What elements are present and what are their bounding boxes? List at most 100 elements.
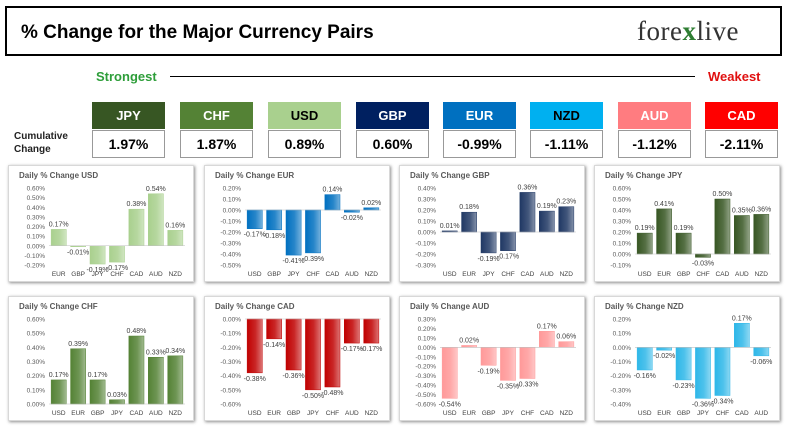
bar <box>500 347 516 381</box>
data-label: -0.06% <box>750 359 772 366</box>
data-label: 0.23% <box>556 199 576 206</box>
y-tick-label: 0.60% <box>613 186 632 193</box>
data-label: 0.19% <box>635 225 655 232</box>
currency-usd-value: 0.89% <box>268 130 341 158</box>
currency-cad-value: -2.11% <box>705 130 778 158</box>
category-label: CHF <box>306 271 319 278</box>
bar <box>344 209 360 213</box>
data-label: -0.17% <box>341 346 363 353</box>
category-label: AUD <box>345 271 359 278</box>
currency-jpy-header: JPY <box>92 102 165 129</box>
y-tick-label: 0.30% <box>613 219 632 226</box>
bar <box>656 208 672 255</box>
data-label: -0.02% <box>653 353 675 360</box>
category-label: JPY <box>697 410 710 417</box>
y-tick-label: -0.40% <box>220 252 241 259</box>
category-label: CHF <box>501 271 514 278</box>
bar <box>246 209 263 229</box>
data-label: -0.14% <box>263 342 285 349</box>
bar <box>500 231 516 251</box>
category-label: USD <box>638 410 652 417</box>
bar <box>167 230 184 246</box>
data-label: -0.16% <box>634 373 656 380</box>
header-banner: % Change for the Major Currency Pairs fo… <box>5 6 782 56</box>
data-label: 0.02% <box>459 337 479 344</box>
data-label: 0.38% <box>126 201 146 208</box>
strongest-label: Strongest <box>96 69 157 84</box>
bar <box>324 318 341 388</box>
y-tick-label: 0.20% <box>418 326 437 333</box>
bar <box>305 318 321 391</box>
category-label: AUD <box>754 410 768 417</box>
y-tick-label: 0.50% <box>27 331 46 338</box>
bar-chart: 0.30% 0.20% 0.10% 0.00% -0.10% -0.20% -0.30% -0… <box>415 317 576 418</box>
bar <box>734 215 750 255</box>
bar <box>148 193 164 246</box>
data-label: -0.17% <box>106 265 128 272</box>
y-tick-label: -0.30% <box>220 241 241 248</box>
bar <box>89 245 106 265</box>
logo-x: x <box>682 16 697 46</box>
y-tick-label: -0.60% <box>415 402 436 409</box>
bar <box>539 331 555 348</box>
category-label: NZD <box>169 410 183 417</box>
data-label: -0.48% <box>321 390 343 397</box>
y-tick-label: -0.40% <box>220 373 241 380</box>
logo-text-right: live <box>696 16 739 46</box>
bar <box>266 318 282 340</box>
y-tick-label: 0.20% <box>418 208 437 215</box>
currency-eur-value: -0.99% <box>443 130 516 158</box>
y-tick-label: -0.20% <box>415 252 436 259</box>
logo-text-left: fore <box>637 16 683 46</box>
y-tick-label: -0.20% <box>415 364 436 371</box>
bar <box>714 347 731 396</box>
y-tick-label: 0.00% <box>613 345 632 352</box>
y-tick-label: -0.50% <box>220 263 241 270</box>
chart-title: Daily % Change CHF <box>19 302 98 311</box>
data-label: 0.19% <box>537 203 557 210</box>
bar <box>148 357 164 405</box>
data-label: 0.06% <box>556 334 576 341</box>
category-label: NZD <box>169 271 183 278</box>
data-label: 0.35% <box>732 208 752 215</box>
data-label: -0.19% <box>477 256 499 263</box>
bar-chart: 0.60% 0.50% 0.40% 0.30% 0.20% 0.10% 0.00% -0.10… <box>610 186 771 279</box>
category-label: GBP <box>91 410 105 417</box>
category-label: JPY <box>92 271 105 278</box>
category-label: CHF <box>521 410 534 417</box>
category-label: NZD <box>755 271 769 278</box>
category-label: GBP <box>287 410 301 417</box>
bar <box>363 207 380 211</box>
category-label: CHF <box>716 410 729 417</box>
weakest-label: Weakest <box>708 69 761 84</box>
y-tick-label: 0.40% <box>27 205 46 212</box>
bar <box>539 210 555 233</box>
bar-chart: 0.60% 0.50% 0.40% 0.30% 0.20% 0.10% 0.00% -0.10… <box>24 186 185 279</box>
y-tick-label: 0.20% <box>27 373 46 380</box>
bar <box>753 214 770 255</box>
y-tick-label: 0.30% <box>418 317 437 324</box>
bar <box>734 323 750 348</box>
bar <box>50 229 67 246</box>
data-label: 0.34% <box>165 348 185 355</box>
y-tick-label: 0.40% <box>27 345 46 352</box>
data-label: -0.01% <box>67 250 89 257</box>
y-tick-label: -0.20% <box>220 230 241 237</box>
y-tick-label: -0.10% <box>220 331 241 338</box>
forexlive-logo[interactable]: forexlive <box>637 16 739 47</box>
y-tick-label: -0.20% <box>610 373 631 380</box>
chart-panel: Daily % Change GBP 0.40% 0.30% 0.20% 0.10% 0.… <box>399 165 585 282</box>
data-label: 0.50% <box>712 191 732 198</box>
category-label: GBP <box>482 410 496 417</box>
data-label: 0.02% <box>361 200 381 207</box>
bar <box>50 379 67 405</box>
category-label: EUR <box>71 410 85 417</box>
category-label: JPY <box>288 271 301 278</box>
bar <box>675 232 692 255</box>
currency-nzd-value: -1.11% <box>530 130 603 158</box>
y-tick-label: 0.00% <box>418 230 437 237</box>
bar <box>128 208 145 246</box>
y-tick-label: 0.10% <box>418 219 437 226</box>
cumulative-change-label: Cumulative Change <box>14 131 68 155</box>
category-label: NZD <box>560 410 574 417</box>
